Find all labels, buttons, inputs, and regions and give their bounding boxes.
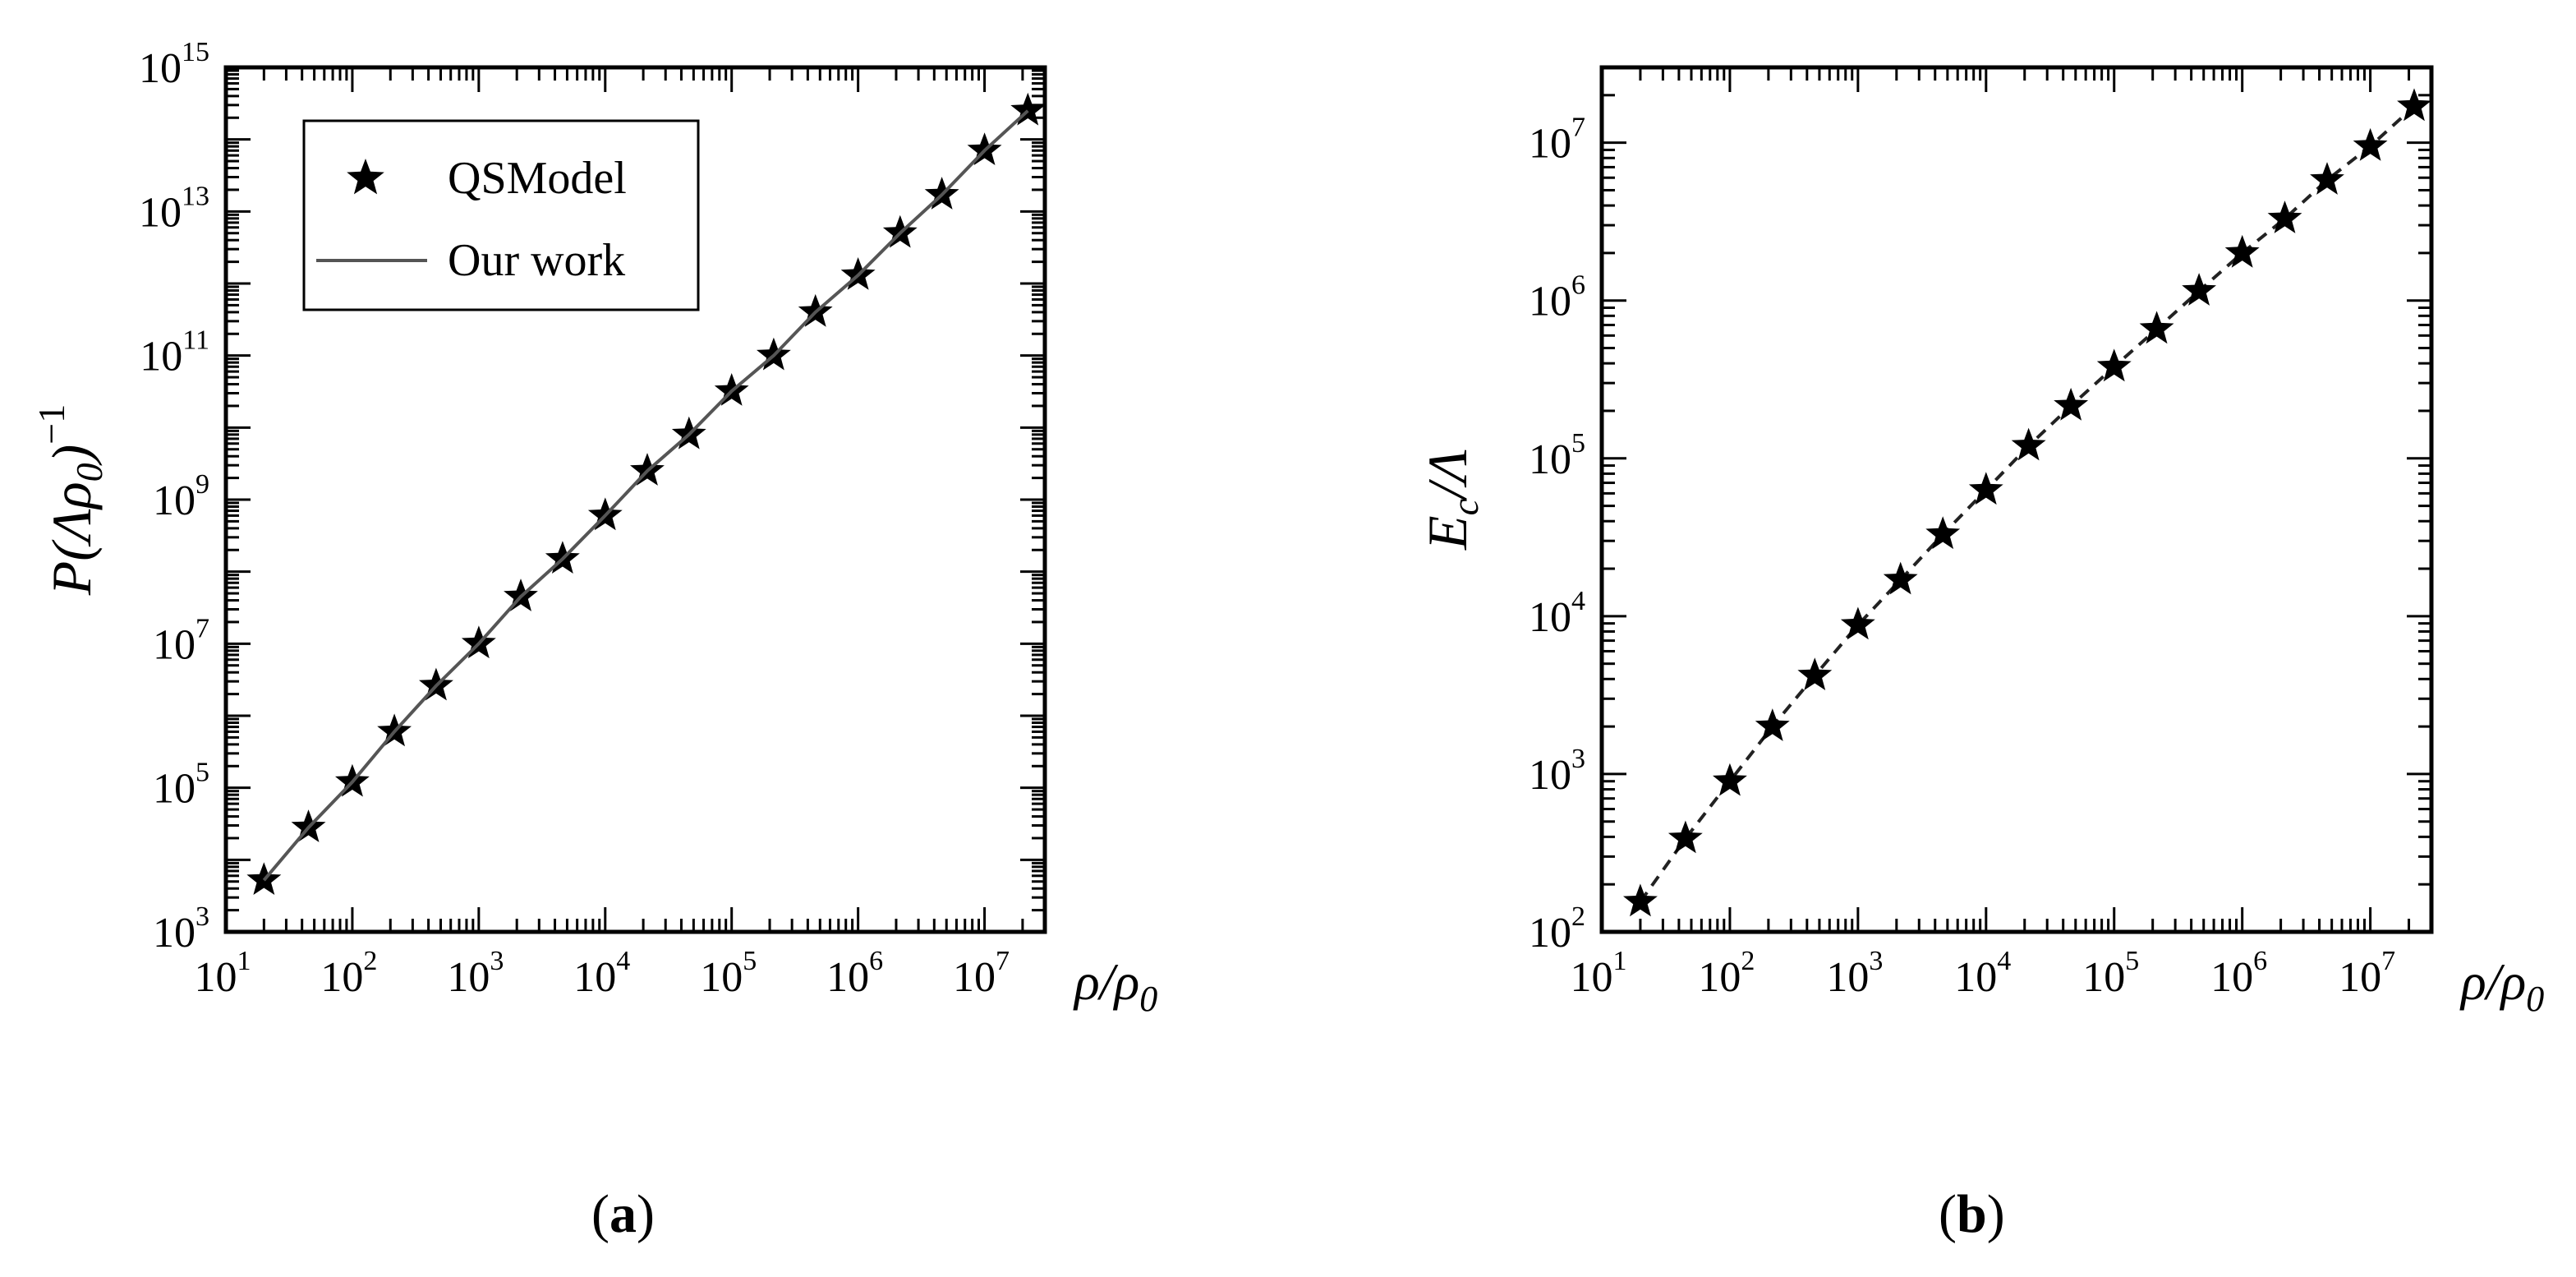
panel-b-data-point [1840,606,1875,640]
panel-b-x-tick-label: 105 [2082,946,2139,1001]
panel-a-legend-box [302,119,700,311]
panel-b-data-point [2054,387,2089,421]
panel-a-x-tick-label: 105 [700,946,757,1001]
panel-b-x-axis-title: ρ/ρ0 [2459,952,2544,1019]
panel-b-x-tick-label: 102 [1698,946,1755,1001]
panel-b-x-tick-label: 104 [1954,946,2011,1001]
panel-b-x-tick-label: 106 [2210,946,2267,1001]
caption-b-text: (b) [1939,1184,2005,1244]
panel-b-data-point [2224,234,2260,268]
panel-b-data-point [2096,348,2132,382]
panel-a-legend-entry: QSModel [448,153,627,204]
panel-b-y-tick-label: 105 [1529,428,1585,483]
panel-a-legend: QSModel Our work [302,119,700,311]
panel-a-x-axis-title: ρ/ρ0 [1073,952,1157,1019]
panel-b-data-point [2353,127,2388,161]
panel-b-data-point [1797,657,1833,690]
panel-b-chart: 101 102 103 104 105 106 107102103104105106107ρ… [1416,65,2544,1019]
panel-a-y-tick-label: 103 [153,901,209,957]
panel-a-y-tick-label: 105 [153,758,209,813]
panel-b-x-tick-label: 103 [1826,946,1883,1001]
caption-a-text: (a) [591,1184,655,1244]
caption-b: (b) [1939,1183,2005,1246]
panel-b-x-tick-label: 101 [1571,946,1627,1001]
panel-b-y-tick-label: 106 [1529,270,1585,325]
panel-a-x-tick-label: 101 [195,946,251,1001]
panel-a-chart: 101 102 103 104 105 106 107 103 105 107 109 1011 101… [30,37,1157,1019]
panel-b-data-point [1713,763,1747,796]
panel-a-x-tick-label: 104 [573,946,630,1001]
panel-a-y-tick-label: 1015 [139,37,209,92]
panel-a-series-line [262,109,1029,882]
panel-a-data-point [1010,92,1046,126]
panel-b-data-point [1925,516,1961,550]
panel-b-y-tick-label: 103 [1529,744,1585,799]
panel-a-x-tick-label: 106 [826,946,883,1001]
panel-b-y-tick-label: 102 [1529,901,1585,957]
panel-b-data-point [1883,561,1918,595]
panel-b-x-tick-label: 107 [2339,946,2395,1001]
panel-b-data-point [2397,88,2431,122]
panel-b-y-tick-label: 104 [1529,586,1585,641]
panel-a-x-tick-label: 107 [953,946,1010,1001]
panel-a-y-tick-label: 107 [153,613,209,668]
panel-b-data-point [1755,708,1790,741]
panel-a-legend-star-icon [347,159,384,195]
panel-a-y-tick-label: 1011 [140,325,209,380]
caption-a: (a) [591,1183,655,1246]
panel-b-data-point [1623,883,1658,917]
panel-a-y-tick-label: 109 [153,469,209,524]
panel-a-x-tick-label: 103 [447,946,504,1001]
panel-b-data-point [2267,201,2302,233]
panel-a-legend-entry: Our work [448,235,625,286]
panel-b-y-axis-title: Ec/Λ [1416,449,1486,551]
panel-b-data-point [2310,162,2344,195]
panel-b-y-tick-label: 107 [1529,113,1585,168]
panel-b-data-point [1968,472,2003,505]
panel-a-y-axis-title: P(Λρ0)−1 [30,404,110,597]
panel-b-data-point [2011,427,2046,461]
panel-b-plot-frame [1599,65,2434,934]
panel-b-series-line [1639,104,2416,903]
panel-a-x-tick-label: 102 [320,946,377,1001]
panel-b-data-point [2182,273,2216,306]
panel-b-data-point [1668,820,1703,854]
panel-b-data-point [2139,311,2174,344]
panel-a-y-tick-label: 1013 [139,181,209,236]
